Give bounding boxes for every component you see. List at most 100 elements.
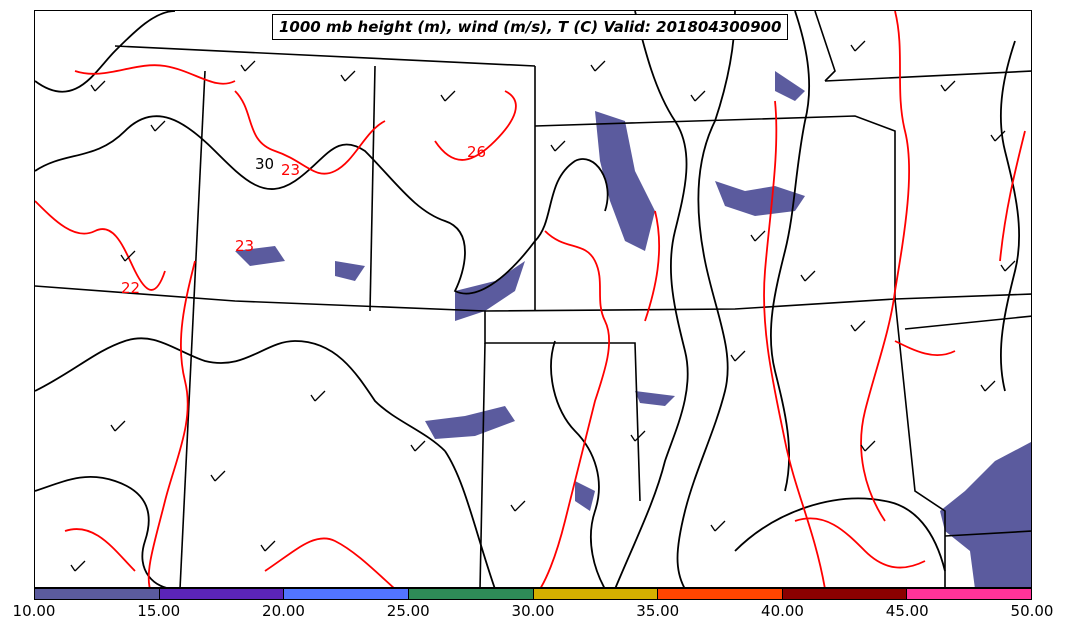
height-contour [770,11,811,492]
height-contour [444,450,496,587]
wind-barb [850,320,866,332]
temperature-contour-label: 22 [121,279,140,297]
colorbar-tick-label: 10.00 [12,602,56,620]
temperature-contour [540,230,611,587]
wind-barb [730,350,746,362]
temperature-contour [763,100,826,587]
height-contour [614,11,689,587]
state-border [369,65,376,312]
height-contour [35,337,446,452]
temperature-contour [234,90,386,175]
wind-barb [240,60,256,72]
colorbar-tick-label: 30.00 [511,602,555,620]
height-contour [35,475,168,587]
wind-barb [990,130,1006,142]
wind-barb [940,80,956,92]
wind-barb [850,40,866,52]
wind-barb [800,270,816,282]
colorbar-segment [533,589,659,599]
colorbar-tick-label: 35.00 [636,602,680,620]
height-contours [35,11,1020,587]
wind-barb [510,500,526,512]
temperature-contour-label: 26 [467,143,486,161]
wind-barb [340,70,356,82]
wind-speed-fill [235,71,1031,587]
height-contour [550,340,605,587]
temperature-contour [860,11,911,522]
wind-barb [690,90,706,102]
temperature-contour [644,210,661,322]
temperature-contours [35,11,1026,587]
colorbar-segment [159,589,285,599]
colorbar-segment [782,589,908,599]
wind-fill-patch [335,261,365,281]
colorbar-ticks: 10.00 15.00 20.00 25.00 30.00 35.00 40.00 45.00… [13,600,1054,630]
state-border [894,298,946,587]
state-borders [35,11,1031,587]
colorbar-segment [284,589,409,599]
height-contour [734,497,946,572]
contour-labels: 30 23 26 23 22 [121,143,486,297]
wind-barb [310,390,326,402]
temperature-contour [147,260,196,587]
wind-barb [150,120,166,132]
wind-barb [210,470,226,482]
temperature-contour-label: 23 [235,237,254,255]
state-border [824,70,1031,82]
colorbar-tick-label: 50.00 [1010,602,1054,620]
state-border [479,342,486,587]
temperature-contour [894,340,956,356]
wind-barb [1000,260,1016,272]
wind-fill-patch [455,261,525,321]
wind-barb [70,560,86,572]
wind-barb [980,380,996,392]
wind-barb [590,60,606,72]
state-border [179,70,206,587]
temperature-contour [434,90,517,161]
temperature-contour [74,64,236,85]
wind-fill-patch [940,442,1031,587]
colorbar-segment [658,589,783,599]
wind-barb [120,250,136,262]
temperature-contour [64,528,136,572]
colorbar-tick-label: 25.00 [386,602,430,620]
state-border [944,530,1031,537]
state-border [534,115,896,299]
temperature-contour [794,517,926,569]
state-border [814,11,836,82]
wind-barb [110,420,126,432]
colorbar-tick-label: 20.00 [262,602,305,620]
colorbar-segment [35,589,160,599]
wind-fill-patch [595,111,655,251]
height-contour [35,11,176,93]
temperature-contour [264,537,395,587]
wind-barb [410,440,426,452]
state-border [114,45,536,67]
wind-barb [90,80,106,92]
height-contour [999,40,1020,392]
map-panel: 30 23 26 23 22 [34,10,1032,588]
colorbar-tick-label: 45.00 [885,602,929,620]
temperature-contour-label: 23 [281,161,300,179]
temperature-contour [35,200,166,291]
wind-barb [550,140,566,152]
height-contour-label: 30 [255,155,274,173]
colorbar [34,588,1032,600]
state-border [904,315,1031,330]
wind-barb [710,520,726,532]
weather-map: 30 23 26 23 22 [35,11,1031,587]
height-contour [35,115,609,295]
wind-fill-patch [235,246,285,266]
colorbar-tick-label: 40.00 [761,602,804,620]
map-title: 1000 mb height (m), wind (m/s), T (C) Va… [272,14,789,40]
wind-barb [860,440,876,452]
wind-fill-patch [775,71,805,101]
colorbar-segment [408,589,534,599]
wind-barbs [70,40,1016,572]
height-contour [676,11,736,587]
wind-fill-patch [635,391,675,406]
temperature-contour [999,130,1026,262]
wind-fill-patch [715,181,805,216]
state-border [35,285,1031,312]
state-border [484,311,641,502]
